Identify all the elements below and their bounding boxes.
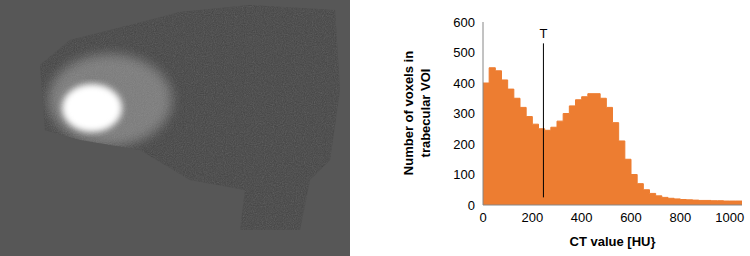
svg-text:1000: 1000 [715,210,744,225]
svg-text:0: 0 [468,198,475,213]
svg-text:500: 500 [453,45,475,60]
svg-text:600: 600 [453,15,475,30]
svg-text:200: 200 [453,137,475,152]
svg-text:800: 800 [669,210,691,225]
svg-text:100: 100 [453,167,475,182]
svg-text:400: 400 [453,76,475,91]
html-text:Number of voxels in trabecular: Number of voxels in trabecular VOI [401,50,433,176]
svg-text:200: 200 [521,210,543,225]
svg-text:T: T [539,26,547,41]
svg-text:300: 300 [453,106,475,121]
svg-text:600: 600 [620,210,642,225]
svg-text:400: 400 [571,210,593,225]
svg-text:CT value [HU}: CT value [HU} [570,234,656,249]
svg-text:0: 0 [479,210,486,225]
